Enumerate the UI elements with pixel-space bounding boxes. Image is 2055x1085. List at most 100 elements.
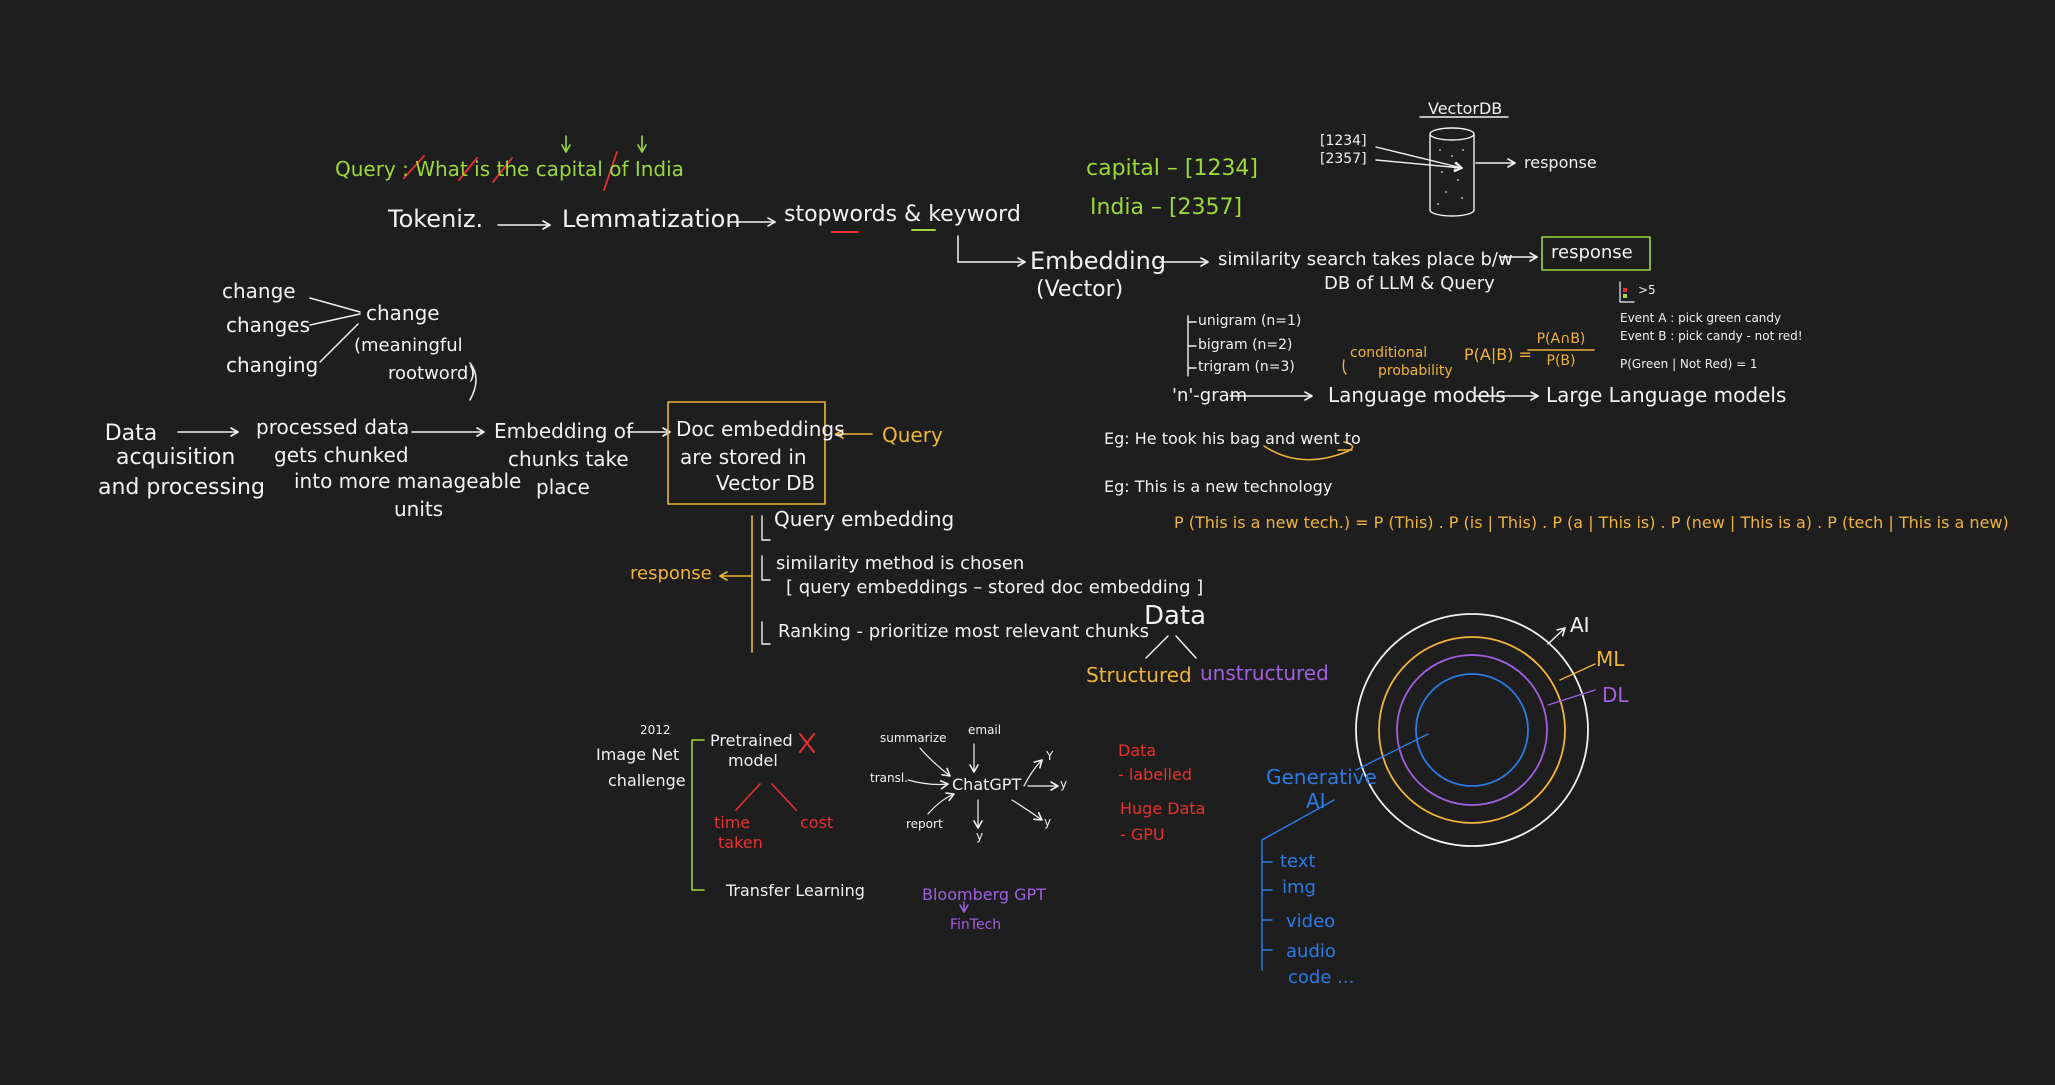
stopwords-label: stopwords & keyword (784, 202, 1021, 227)
taken-label: taken (718, 833, 763, 852)
rag-data: Data (104, 421, 158, 446)
lemmatization-label: Lemmatization (562, 205, 741, 233)
rag-processing: and processing (98, 475, 265, 500)
lemma-rootword: rootword) (388, 363, 476, 384)
chatgpt-transl: transl. (870, 771, 908, 785)
chatgpt-y2: y (1060, 777, 1068, 791)
gen-item-2: video (1286, 911, 1336, 932)
imagenet-challenge: challenge (608, 771, 686, 790)
pretrained-x (799, 733, 815, 753)
rag-stored: are stored in (680, 445, 807, 469)
gen-item-3: audio (1286, 941, 1336, 962)
lemma-lines (309, 297, 477, 401)
cost-label: cost (800, 813, 834, 832)
gen-item-0: text (1280, 851, 1316, 872)
data-tree-unstructured: unstructured (1200, 661, 1329, 685)
query-word-capital: capital (535, 157, 603, 181)
bloomberg-fintech: FinTech (950, 917, 1002, 933)
similarity-db-label: DB of LLM & Query (1324, 273, 1495, 294)
gen-item-1: img (1282, 877, 1316, 898)
response-box-label: response (1551, 242, 1633, 263)
candy-event-b: Event B : pick candy - not red! (1620, 329, 1803, 343)
req-data: Data (1118, 741, 1157, 760)
query-word-is: is (474, 157, 491, 181)
keyword-india: India – [2357] (1090, 195, 1243, 220)
ngram-den: P(B) (1546, 353, 1576, 369)
arrow-stopwords-embedding (957, 235, 1026, 267)
ngram-bracket (1187, 315, 1197, 377)
rag-chunks: chunks take (508, 447, 629, 471)
time-label: time (714, 813, 751, 832)
mini-chart (1619, 281, 1635, 303)
chatgpt-report: report (906, 817, 943, 831)
data-tree-structured: Structured (1086, 663, 1192, 687)
rag-place: place (536, 475, 590, 499)
eg1-blank-curve (1263, 441, 1354, 461)
ngram-bigram: bigram (n=2) (1198, 337, 1293, 353)
candy-gt5: >5 (1638, 283, 1656, 297)
ngram-num: P(A∩B) (1536, 331, 1586, 347)
vector-label: (Vector) (1036, 277, 1124, 302)
rag-vectordb: Vector DB (716, 471, 816, 495)
chatgpt-arrows (907, 743, 1059, 829)
ngram-conditional: conditional (1350, 345, 1428, 361)
imagenet-bracket (691, 739, 705, 891)
mini-chart-red (1623, 288, 1627, 292)
rag-doc-embeddings: Doc embeddings (676, 417, 845, 441)
rag-query-embedding: Query embedding (774, 507, 955, 531)
chatgpt-y4: y (976, 829, 984, 843)
req-gpu: - GPU (1120, 825, 1165, 844)
chatgpt-summarize: summarize (880, 731, 947, 745)
query-strikes (403, 151, 618, 191)
rag-ranking: Ranking - prioritize most relevant chunk… (778, 621, 1149, 642)
lemma-changing: changing (226, 353, 319, 377)
rag-steps-ticks (761, 515, 771, 645)
circle-label-ai: AI (1570, 613, 1590, 637)
circle-label-ml: ML (1596, 647, 1625, 671)
similarity-label: similarity search takes place b/w (1218, 249, 1513, 270)
rag-similarity-method: similarity method is chosen (776, 553, 1025, 574)
query-line: Query : What is the capital of India (335, 158, 684, 180)
query-word-what: What (415, 157, 468, 181)
generative-label: Generative (1266, 765, 1377, 789)
ngram-probability: probability (1378, 363, 1453, 379)
rag-embedding-of: Embedding of (494, 419, 634, 443)
rag-acquisition: acquisition (116, 445, 236, 470)
ai-circles (1261, 613, 1596, 971)
lemma-meaningful: (meaningful (354, 335, 463, 356)
chatgpt-y1: Y (1046, 749, 1054, 763)
vectordb-title: VectorDB (1428, 99, 1503, 118)
data-tree-lines (1145, 635, 1197, 659)
ngram-ngram: 'n'-gram (1172, 385, 1248, 406)
candy-prob: P(Green | Not Red) = 1 (1620, 357, 1758, 371)
req-huge: Huge Data (1120, 799, 1206, 818)
rag-query: Query (882, 423, 943, 447)
embedding-label: Embedding (1030, 247, 1167, 275)
lemma-changes: changes (226, 313, 311, 337)
lemma-result: change (366, 301, 440, 325)
req-labelled: - labelled (1118, 765, 1192, 784)
doc-embeddings-box (667, 401, 826, 505)
chatgpt-y3: y (1044, 815, 1052, 829)
imagenet-label: Image Net (596, 745, 680, 764)
pretrained-model: model (728, 751, 778, 770)
bloomberg-gpt: Bloomberg GPT (922, 885, 1046, 904)
rag-response: response (630, 563, 712, 584)
vectordb-cylinder (1375, 116, 1516, 217)
ngram-llm: Large Language models (1546, 383, 1787, 407)
query-word-india: India (634, 157, 684, 181)
generative-ai-label: AI (1306, 789, 1326, 813)
vectordb-vec1: [1234] (1320, 133, 1367, 149)
transfer-learning: Transfer Learning (726, 881, 865, 900)
ngram-pab: P(A|B) = (1464, 345, 1532, 364)
circle-label-dl: DL (1602, 683, 1629, 707)
vectordb-dots (1437, 149, 1464, 205)
rag-manageable: into more manageable (294, 469, 522, 493)
rag-formula: [ query embeddings – stored doc embeddin… (786, 577, 1204, 598)
gen-item-4: code ... (1288, 967, 1355, 988)
rag-steps-bracket (719, 515, 753, 653)
rag-units: units (394, 497, 444, 521)
query-prefix: Query : (335, 157, 416, 181)
vectordb-vec2: [2357] (1320, 151, 1367, 167)
lemma-change: change (222, 279, 296, 303)
